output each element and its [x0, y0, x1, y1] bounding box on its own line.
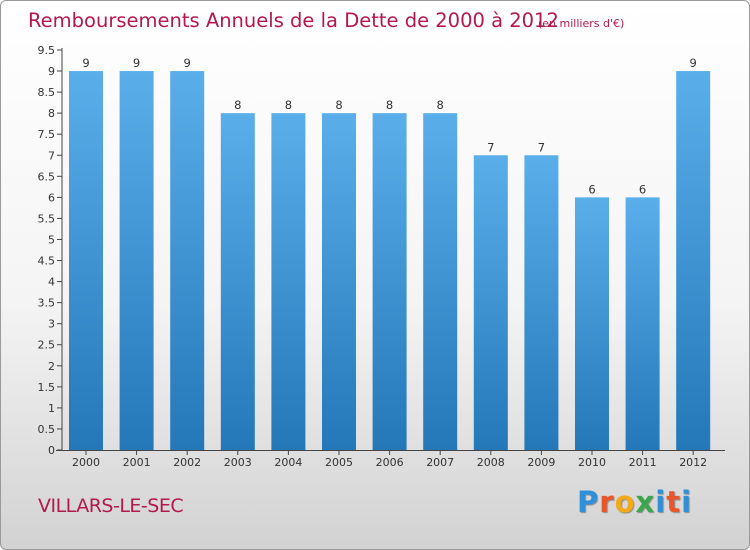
bar-2004 — [271, 113, 306, 450]
y-tick-label: 4.5 — [38, 255, 56, 268]
logo-letter: t — [666, 485, 682, 519]
bar-2011 — [625, 197, 660, 450]
proxiti-logo: Proxiti — [577, 485, 692, 519]
value-label-2003: 8 — [234, 98, 241, 112]
logo-letter: x — [635, 485, 656, 519]
x-tick-label-2010: 2010 — [578, 456, 606, 469]
y-tick-label: 3 — [48, 318, 55, 331]
y-tick-label: 9 — [48, 65, 55, 78]
y-tick-label: 7.5 — [38, 128, 56, 141]
bar-2001 — [119, 71, 154, 450]
chart-unit-subtitle: (en milliers d'€) — [538, 17, 625, 30]
logo-letter: r — [599, 485, 615, 519]
value-label-2004: 8 — [285, 98, 292, 112]
x-tick-label-2011: 2011 — [629, 456, 657, 469]
logo-letter: P — [577, 485, 600, 519]
bar-2007 — [423, 113, 458, 450]
value-label-2002: 9 — [184, 56, 191, 70]
value-label-2010: 6 — [588, 182, 595, 196]
bar-2009 — [524, 155, 559, 450]
x-tick-label-2006: 2006 — [376, 456, 404, 469]
y-tick-label: 8 — [48, 107, 55, 120]
y-tick-label: 7 — [48, 149, 55, 162]
value-label-2009: 7 — [538, 140, 545, 154]
y-tick-label: 6.5 — [38, 170, 56, 183]
x-tick-label-2009: 2009 — [527, 456, 555, 469]
bar-2010 — [575, 197, 609, 450]
value-label-2007: 8 — [437, 98, 444, 112]
y-tick-label: 2 — [48, 360, 55, 373]
bar-2000 — [69, 71, 103, 450]
logo-letter: i — [655, 485, 667, 519]
x-tick-label-2003: 2003 — [224, 456, 252, 469]
value-label-2001: 9 — [133, 56, 140, 70]
x-tick-label-2004: 2004 — [274, 456, 302, 469]
y-tick-label: 3.5 — [38, 297, 56, 310]
x-tick-label-2008: 2008 — [477, 456, 505, 469]
x-tick-label-2002: 2002 — [173, 456, 201, 469]
y-tick-label: 1 — [48, 402, 55, 415]
bar-2003 — [220, 113, 255, 450]
chart-title: Remboursements Annuels de la Dette de 20… — [28, 9, 559, 32]
y-tick-label: 0.5 — [38, 423, 56, 436]
y-tick-label: 6 — [48, 191, 55, 204]
logo-letter: i — [681, 485, 693, 519]
y-tick-label: 0 — [48, 444, 55, 457]
bar-2005 — [322, 113, 356, 450]
x-tick-label-2001: 2001 — [123, 456, 151, 469]
value-label-2011: 6 — [639, 182, 646, 196]
y-tick-label: 8.5 — [38, 86, 56, 99]
value-label-2008: 7 — [487, 140, 494, 154]
x-tick-label-2012: 2012 — [679, 456, 707, 469]
value-label-2012: 9 — [690, 56, 697, 70]
logo-letter: o — [614, 485, 636, 519]
x-tick-label-2007: 2007 — [426, 456, 454, 469]
y-tick-label: 2.5 — [38, 339, 56, 352]
bar-2008 — [473, 155, 508, 450]
y-tick-label: 9.5 — [38, 44, 56, 57]
x-tick-label-2005: 2005 — [325, 456, 353, 469]
x-tick-label-2000: 2000 — [72, 456, 100, 469]
y-tick-label: 5.5 — [38, 212, 56, 225]
bar-2002 — [170, 71, 205, 450]
bar-2012 — [676, 71, 711, 450]
y-tick-label: 5 — [48, 233, 55, 246]
value-label-2006: 8 — [386, 98, 393, 112]
bar-2006 — [372, 113, 407, 450]
value-label-2000: 9 — [82, 56, 89, 70]
value-label-2005: 8 — [335, 98, 342, 112]
y-tick-label: 4 — [48, 276, 55, 289]
commune-name: VILLARS-LE-SEC — [38, 495, 184, 517]
y-tick-label: 1.5 — [38, 381, 56, 394]
